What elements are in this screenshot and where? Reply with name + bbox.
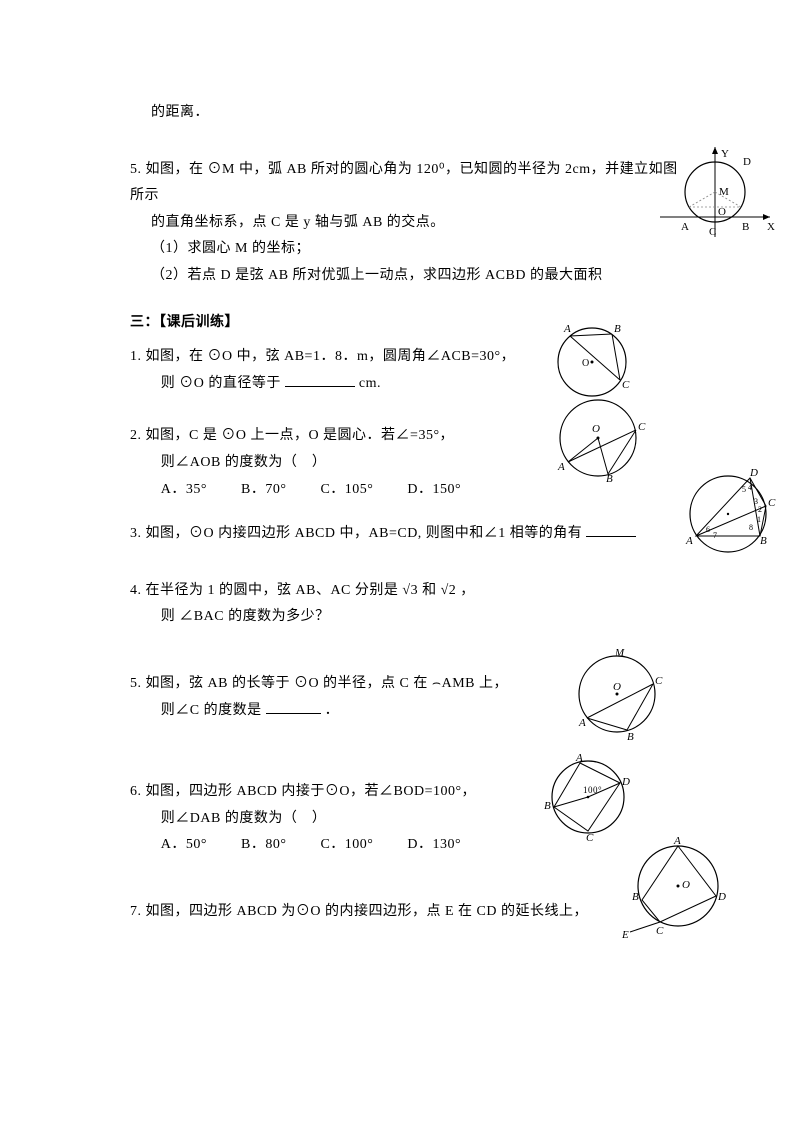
p2-figure: O A B C: [550, 388, 650, 483]
p2-opt-c: C．105°: [320, 477, 373, 504]
svg-text:7: 7: [713, 531, 718, 540]
svg-text:C: C: [655, 675, 663, 687]
problem-6: 6. 如图，四边形 ABCD 内接于⊙O，若∠BOD=100°， 则∠DAB 的…: [130, 779, 690, 859]
svg-text:B: B: [606, 473, 613, 483]
p6-svg: 100° A D C B: [540, 749, 640, 844]
p1-l2-prefix: 则 ⊙O 的直径等于: [161, 376, 281, 391]
svg-text:A: A: [563, 323, 571, 335]
svg-text:D: D: [743, 156, 751, 168]
p7-svg: O A B C D E: [620, 834, 730, 944]
svg-text:A: A: [575, 752, 583, 764]
svg-text:B: B: [632, 891, 639, 903]
svg-text:A: A: [578, 717, 586, 729]
p6-opt-d: D．130°: [407, 832, 461, 859]
p2-opt-a: A．35°: [161, 477, 207, 504]
p5-l2-suffix: ．: [325, 703, 340, 718]
problem-4: 4. 在半径为 1 的圆中，弦 AB、AC 分别是 √3 和 √2 ， 则 ∠B…: [130, 578, 690, 631]
svg-text:D: D: [717, 891, 726, 903]
svg-text:3: 3: [754, 497, 759, 506]
svg-text:C: C: [656, 925, 664, 937]
p5-svg: O A B C M: [565, 646, 670, 741]
fragment-top: 的距离．: [130, 100, 690, 127]
problem-3: 3. 如图，⊙O 内接四边形 ABCD 中，AB=CD, 则图中和∠1 相等的角…: [130, 521, 690, 548]
svg-text:O: O: [613, 681, 621, 693]
p2-opt-d: D．150°: [407, 477, 461, 504]
svg-text:1: 1: [757, 515, 762, 524]
q5-line2: 的直角坐标系，点 C 是 y 轴与弧 AB 的交点。: [130, 210, 690, 237]
svg-text:O: O: [718, 206, 726, 218]
q5-svg: Y D X M A O B C: [655, 147, 775, 257]
p1-l2-suffix: cm.: [359, 376, 381, 391]
p3-figure: A B C D 67 81 23 45: [680, 466, 780, 561]
svg-text:B: B: [742, 221, 750, 233]
p2-svg: O A B C: [550, 388, 650, 483]
svg-text:D: D: [621, 776, 630, 788]
problem-5: 5. 如图，弦 AB 的长等于 ⊙O 的半径，点 C 在 ⌢AMB 上， 则∠C…: [130, 671, 690, 724]
svg-text:8: 8: [749, 523, 754, 532]
p3-stem: 3. 如图，⊙O 内接四边形 ABCD 中，AB=CD, 则图中和∠1 相等的角…: [130, 526, 582, 541]
svg-text:X: X: [767, 221, 775, 233]
p6-opt-c: C．100°: [320, 832, 373, 859]
p4-line1: 4. 在半径为 1 的圆中，弦 AB、AC 分别是 √3 和 √2 ，: [130, 578, 690, 605]
p7-figure: O A B C D E: [620, 834, 730, 944]
svg-text:Y: Y: [721, 148, 729, 160]
svg-text:100°: 100°: [583, 785, 602, 795]
svg-text:O: O: [592, 423, 600, 435]
svg-text:A: A: [673, 835, 681, 847]
p3-svg: A B C D 67 81 23 45: [680, 466, 780, 561]
p1-blank: [285, 373, 355, 387]
svg-text:M: M: [719, 186, 729, 198]
svg-text:C: C: [768, 497, 776, 509]
p7-stem: 7. 如图，四边形 ABCD 为⊙O 的内接四边形，点 E 在 CD 的延长线上…: [130, 899, 690, 926]
svg-text:B: B: [614, 323, 621, 335]
svg-text:B: B: [544, 800, 551, 812]
svg-text:O: O: [582, 358, 590, 369]
svg-text:M: M: [614, 647, 625, 659]
svg-text:6: 6: [706, 525, 711, 534]
svg-text:O: O: [682, 879, 690, 891]
svg-text:D: D: [749, 467, 758, 479]
p5-figure: O A B C M: [565, 646, 670, 741]
p2-opt-b: B．70°: [241, 477, 286, 504]
p4-line2: 则 ∠BAC 的度数为多少？: [130, 604, 690, 631]
svg-text:5: 5: [742, 485, 747, 494]
svg-text:4: 4: [748, 483, 753, 492]
svg-text:E: E: [621, 929, 629, 941]
q5-part2: （2）若点 D 是弦 AB 所对优弧上一动点，求四边形 ACBD 的最大面积: [130, 263, 690, 290]
page: 的距离． 5. 如图，在 ⊙M 中，弧 AB 所对的圆心角为 120⁰，已知圆的…: [0, 0, 800, 1132]
svg-text:C: C: [709, 226, 717, 238]
svg-text:C: C: [586, 832, 594, 844]
q5-line1: 5. 如图，在 ⊙M 中，弧 AB 所对的圆心角为 120⁰，已知圆的半径为 2…: [130, 157, 690, 210]
problem-2: 2. 如图，C 是 ⊙O 上一点，O 是圆心．若∠=35°， 则∠AOB 的度数…: [130, 423, 690, 503]
question-5: 5. 如图，在 ⊙M 中，弧 AB 所对的圆心角为 120⁰，已知圆的半径为 2…: [130, 157, 690, 290]
p6-opt-b: B．80°: [241, 832, 286, 859]
svg-text:B: B: [627, 731, 634, 741]
svg-text:A: A: [557, 461, 565, 473]
svg-text:2: 2: [758, 505, 763, 514]
p6-figure: 100° A D C B: [540, 749, 640, 844]
problem-7: 7. 如图，四边形 ABCD 为⊙O 的内接四边形，点 E 在 CD 的延长线上…: [130, 899, 690, 926]
p6-opt-a: A．50°: [161, 832, 207, 859]
svg-text:A: A: [685, 535, 693, 547]
svg-text:C: C: [638, 421, 646, 433]
svg-text:A: A: [681, 221, 689, 233]
p3-blank: [586, 524, 636, 538]
fragment-top-text: 的距离．: [151, 105, 209, 120]
q5-figure: Y D X M A O B C: [655, 147, 775, 257]
svg-text:B: B: [760, 535, 767, 547]
p5-blank: [266, 700, 321, 714]
p5-l2-prefix: 则∠C 的度数是: [161, 703, 262, 718]
q5-part1: （1）求圆心 M 的坐标；: [130, 236, 690, 263]
